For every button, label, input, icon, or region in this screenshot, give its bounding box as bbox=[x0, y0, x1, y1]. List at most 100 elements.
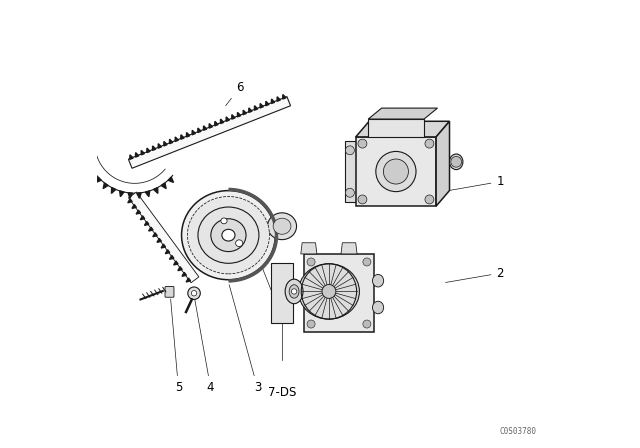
Ellipse shape bbox=[221, 218, 227, 224]
Polygon shape bbox=[220, 119, 224, 124]
Polygon shape bbox=[140, 216, 145, 220]
Text: 1: 1 bbox=[439, 175, 504, 192]
Polygon shape bbox=[161, 244, 166, 248]
Circle shape bbox=[363, 320, 371, 328]
Polygon shape bbox=[305, 254, 374, 332]
Text: 4: 4 bbox=[195, 298, 214, 394]
Circle shape bbox=[307, 258, 315, 266]
Polygon shape bbox=[147, 148, 150, 153]
Circle shape bbox=[383, 159, 408, 184]
Ellipse shape bbox=[222, 229, 235, 241]
Polygon shape bbox=[301, 243, 317, 254]
Polygon shape bbox=[141, 151, 145, 155]
FancyBboxPatch shape bbox=[165, 287, 174, 297]
Circle shape bbox=[358, 139, 367, 148]
Polygon shape bbox=[128, 193, 132, 198]
Text: 5: 5 bbox=[171, 299, 182, 394]
Polygon shape bbox=[170, 139, 173, 144]
Polygon shape bbox=[232, 115, 235, 119]
Circle shape bbox=[451, 156, 461, 167]
Polygon shape bbox=[129, 97, 291, 168]
Polygon shape bbox=[158, 144, 161, 148]
Polygon shape bbox=[215, 121, 218, 126]
Ellipse shape bbox=[285, 279, 303, 304]
Polygon shape bbox=[368, 119, 424, 137]
Polygon shape bbox=[137, 193, 141, 198]
Polygon shape bbox=[164, 142, 167, 146]
Polygon shape bbox=[165, 250, 170, 254]
Ellipse shape bbox=[449, 154, 463, 170]
Polygon shape bbox=[136, 153, 139, 157]
Polygon shape bbox=[132, 204, 136, 208]
Polygon shape bbox=[96, 177, 101, 182]
Polygon shape bbox=[130, 155, 133, 159]
Ellipse shape bbox=[268, 213, 296, 240]
Polygon shape bbox=[157, 238, 161, 242]
Polygon shape bbox=[145, 191, 150, 197]
Polygon shape bbox=[136, 210, 141, 214]
Text: 6: 6 bbox=[226, 81, 243, 106]
Circle shape bbox=[307, 320, 315, 328]
Polygon shape bbox=[182, 272, 186, 276]
Polygon shape bbox=[153, 233, 157, 237]
Ellipse shape bbox=[198, 207, 259, 263]
Ellipse shape bbox=[298, 264, 360, 319]
Ellipse shape bbox=[182, 190, 275, 280]
Polygon shape bbox=[90, 170, 95, 175]
Text: 2: 2 bbox=[445, 267, 504, 283]
Polygon shape bbox=[145, 221, 149, 225]
Polygon shape bbox=[260, 103, 264, 108]
Polygon shape bbox=[178, 267, 182, 271]
Polygon shape bbox=[154, 188, 158, 194]
Polygon shape bbox=[148, 227, 153, 231]
Polygon shape bbox=[85, 163, 91, 167]
Polygon shape bbox=[128, 199, 132, 203]
Polygon shape bbox=[103, 183, 108, 189]
Polygon shape bbox=[237, 112, 241, 117]
Polygon shape bbox=[271, 99, 275, 103]
Polygon shape bbox=[209, 124, 212, 128]
Polygon shape bbox=[186, 133, 190, 137]
Polygon shape bbox=[243, 110, 246, 115]
Polygon shape bbox=[198, 128, 201, 133]
Ellipse shape bbox=[372, 301, 383, 314]
Circle shape bbox=[376, 151, 416, 192]
Ellipse shape bbox=[211, 219, 246, 252]
Polygon shape bbox=[168, 177, 173, 182]
Circle shape bbox=[322, 284, 336, 298]
Ellipse shape bbox=[372, 275, 383, 287]
Polygon shape bbox=[170, 255, 174, 259]
Circle shape bbox=[188, 287, 200, 299]
Polygon shape bbox=[341, 243, 357, 254]
Polygon shape bbox=[180, 135, 184, 139]
Circle shape bbox=[346, 146, 355, 155]
Ellipse shape bbox=[188, 197, 269, 274]
Circle shape bbox=[363, 258, 371, 266]
Polygon shape bbox=[111, 188, 116, 194]
Polygon shape bbox=[204, 126, 207, 130]
Circle shape bbox=[346, 188, 355, 197]
Text: 7-DS: 7-DS bbox=[268, 386, 296, 399]
Polygon shape bbox=[186, 278, 191, 282]
Ellipse shape bbox=[273, 218, 291, 234]
Polygon shape bbox=[271, 263, 293, 323]
Circle shape bbox=[191, 291, 196, 296]
Polygon shape bbox=[192, 130, 195, 135]
Polygon shape bbox=[129, 192, 199, 283]
Polygon shape bbox=[249, 108, 252, 112]
Circle shape bbox=[291, 289, 297, 294]
Polygon shape bbox=[161, 183, 166, 189]
Circle shape bbox=[425, 195, 434, 204]
Polygon shape bbox=[266, 101, 269, 106]
Polygon shape bbox=[283, 95, 286, 99]
Text: 3: 3 bbox=[229, 285, 261, 394]
Polygon shape bbox=[255, 106, 258, 110]
Polygon shape bbox=[226, 117, 229, 121]
Polygon shape bbox=[173, 261, 178, 265]
Polygon shape bbox=[356, 121, 449, 137]
Polygon shape bbox=[120, 191, 124, 197]
Text: C0S03780: C0S03780 bbox=[500, 427, 536, 436]
Ellipse shape bbox=[289, 285, 299, 298]
Circle shape bbox=[425, 139, 434, 148]
Polygon shape bbox=[175, 137, 179, 142]
